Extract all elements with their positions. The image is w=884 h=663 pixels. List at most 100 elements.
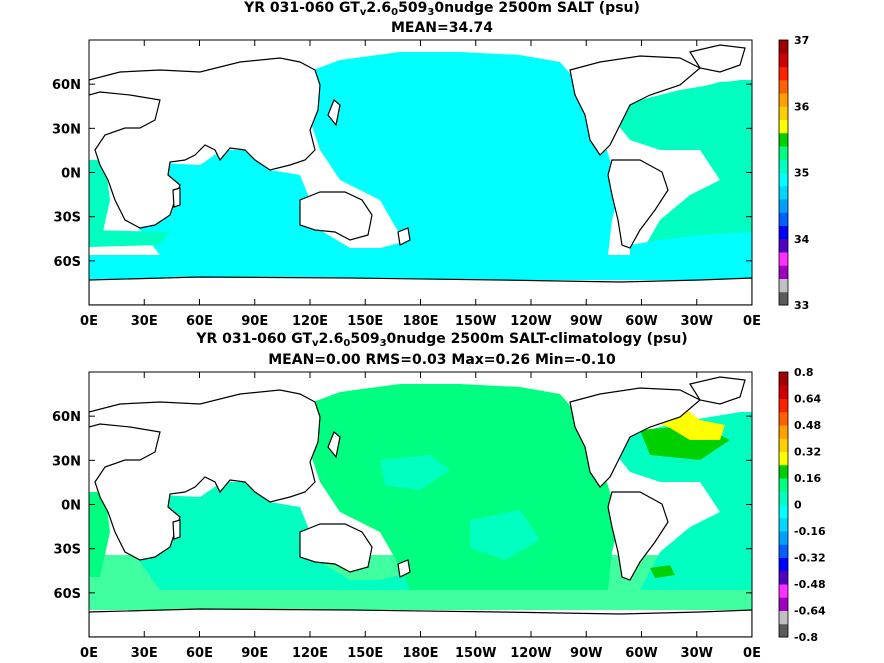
- bottom-colorbar-swatch: [779, 623, 788, 638]
- bottom-colorbar-swatch: [779, 478, 788, 492]
- top-x-tick-label: 150W: [455, 314, 496, 329]
- top-colorbar-swatch: [779, 212, 788, 226]
- top-map-panel: [89, 40, 752, 305]
- top-colorbar-swatch: [779, 172, 788, 187]
- bottom-y-tick-label: 60N: [52, 410, 81, 425]
- greenland: [689, 44, 746, 73]
- bottom-x-tick-label: 0E: [80, 646, 98, 661]
- top-colorbar-swatch: [779, 225, 788, 240]
- indian-south-green-patch: [89, 230, 170, 247]
- top-x-tick-label: 0E: [743, 314, 761, 329]
- bottom-colorbar-label: -0.16: [794, 525, 826, 538]
- new-zealand: [397, 227, 411, 246]
- eurasia-africa-b: [89, 389, 321, 561]
- bottom-x-tick-label: 180E: [402, 646, 438, 661]
- indian-ocean-field: [110, 150, 420, 255]
- bottom-map-panel: [89, 372, 752, 637]
- top-colorbar-frame: [778, 39, 789, 306]
- bottom-pacific-field: [300, 384, 620, 590]
- top-colorbar-swatch: [779, 106, 788, 120]
- bottom-pacific-patch-1: [380, 455, 450, 490]
- top-x-tick-label: 60W: [625, 314, 657, 329]
- top-y-tick-label: 30S: [54, 211, 81, 226]
- bottom-x-tick-label: 150E: [347, 646, 383, 661]
- bottom-chart-subtitle: MEAN=0.00 RMS=0.03 Max=0.26 Min=-0.10: [268, 352, 616, 368]
- bottom-colorbar-label: -0.8: [794, 631, 818, 644]
- antarctica-b: [89, 608, 752, 637]
- top-colorbar-swatch: [779, 291, 788, 306]
- bottom-colorbar-swatch: [779, 451, 788, 466]
- antarctica: [89, 276, 752, 305]
- bottom-colorbar-frame: [778, 371, 789, 638]
- continents-top: [89, 44, 752, 305]
- bottom-colorbar-label: -0.48: [794, 578, 826, 591]
- top-colorbar-swatch: [779, 93, 788, 107]
- top-colorbar-label: 37: [794, 34, 809, 47]
- bottom-colorbar-label: 0.8: [794, 366, 814, 379]
- top-colorbar-swatch: [779, 265, 788, 279]
- top-colorbar-swatch: [779, 79, 788, 94]
- top-colorbar-swatch: [779, 132, 788, 147]
- bottom-x-tick-label: 120E: [292, 646, 328, 661]
- top-x-tick-label: 120E: [292, 314, 328, 329]
- bottom-colorbar-swatch: [779, 531, 788, 545]
- australia-b: [299, 523, 373, 573]
- bottom-colorbar-label: 0.32: [794, 446, 821, 459]
- madagascar: [172, 187, 181, 208]
- bottom-chart-title: YR 031-060 GTv2.6050930nudge 2500m SALT-…: [196, 331, 688, 349]
- top-colorbar-swatch: [779, 252, 788, 266]
- bottom-colorbar-swatch: [779, 372, 788, 386]
- bottom-colorbar-swatch: [779, 411, 788, 426]
- bottom-pacific-patch-2: [470, 510, 540, 560]
- north-america: [569, 55, 702, 156]
- bottom-colorbar-label: 0.48: [794, 419, 821, 432]
- north-america-b: [569, 387, 702, 488]
- top-y-tick-label: 0N: [61, 167, 81, 182]
- madagascar-b: [172, 519, 181, 540]
- top-colorbar-label: 33: [794, 299, 809, 312]
- bottom-x-tick-label: 90W: [570, 646, 602, 661]
- north-atlantic-green-patch: [670, 80, 752, 120]
- bottom-colorbar-swatch: [779, 438, 788, 452]
- top-colorbar-swatch: [779, 53, 788, 67]
- top-colorbar-swatch: [779, 119, 788, 134]
- pacific-ocean-field: [300, 52, 620, 255]
- bottom-colorbar-swatch: [779, 597, 788, 611]
- japan: [327, 99, 341, 127]
- atlantic-ocean-field: [610, 80, 752, 255]
- bottom-y-tick-label: 60S: [54, 587, 81, 602]
- top-colorbar-swatch: [779, 146, 788, 160]
- top-x-tick-label: 90W: [570, 314, 602, 329]
- top-x-tick-label: 120W: [510, 314, 551, 329]
- top-colorbar-label: 36: [794, 100, 810, 113]
- top-y-tick-label: 60S: [54, 255, 81, 270]
- bottom-y-tick-label: 30N: [52, 454, 81, 469]
- bottom-colorbar-swatch: [779, 544, 788, 558]
- bottom-x-tick-label: 60E: [186, 646, 213, 661]
- bottom-x-tick-label: 30E: [131, 646, 158, 661]
- bottom-colorbar-label: -0.64: [794, 605, 826, 618]
- top-colorbar-swatch: [779, 66, 788, 81]
- top-x-tick-label: 30E: [131, 314, 158, 329]
- bottom-colorbar-label: 0: [794, 499, 802, 512]
- bottom-indian-field: [110, 482, 420, 590]
- greenland-b: [689, 376, 746, 405]
- bottom-x-tick-label: 0E: [743, 646, 761, 661]
- top-x-tick-label: 90E: [241, 314, 268, 329]
- continents-bottom: [89, 376, 752, 637]
- australia: [299, 191, 373, 241]
- south-america: [607, 159, 669, 249]
- west-atlantic-green-edge: [89, 160, 110, 245]
- top-y-tick-label: 30N: [52, 122, 81, 137]
- bottom-colorbar-swatch: [779, 584, 788, 598]
- top-chart-title: YR 031-060 GTv2.6050930nudge 2500m SALT …: [244, 0, 640, 18]
- top-colorbar-swatch: [779, 199, 788, 213]
- bottom-colorbar-swatch: [779, 557, 788, 572]
- top-x-tick-label: 60E: [186, 314, 213, 329]
- top-colorbar-label: 34: [794, 233, 810, 246]
- axes-layer: 0E 30E 60E 90E 120E 150E 180E 150W 120W 90W 60W 30W…: [52, 40, 761, 661]
- bottom-west-edge: [89, 492, 110, 577]
- colorbars-layer: 37 36 35 34 33 0.8 0.64 0.48 0.32 0.16 0 -0.16 -0.32…: [778, 34, 826, 644]
- bottom-y-tick-label: 0N: [61, 499, 81, 514]
- top-chart-subtitle: MEAN=34.74: [390, 20, 494, 36]
